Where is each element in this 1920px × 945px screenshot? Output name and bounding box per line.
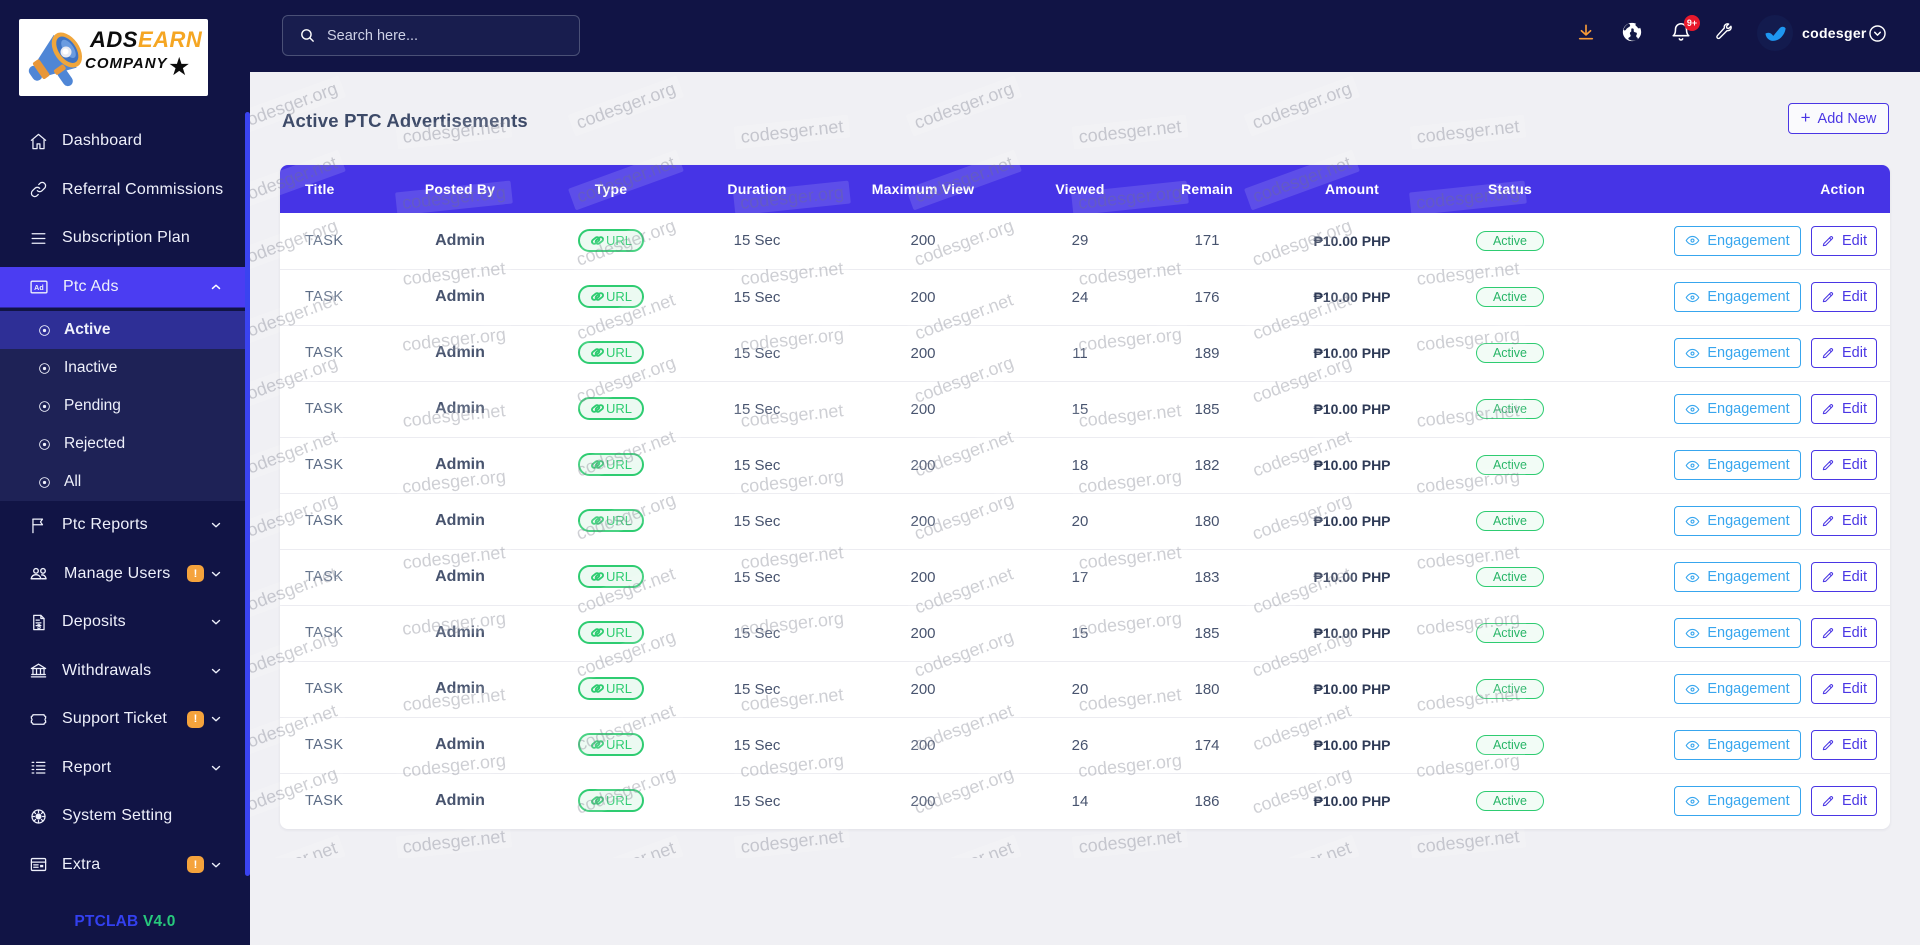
svg-text:$: $ [37, 623, 41, 631]
svg-text:Ad: Ad [34, 284, 44, 292]
